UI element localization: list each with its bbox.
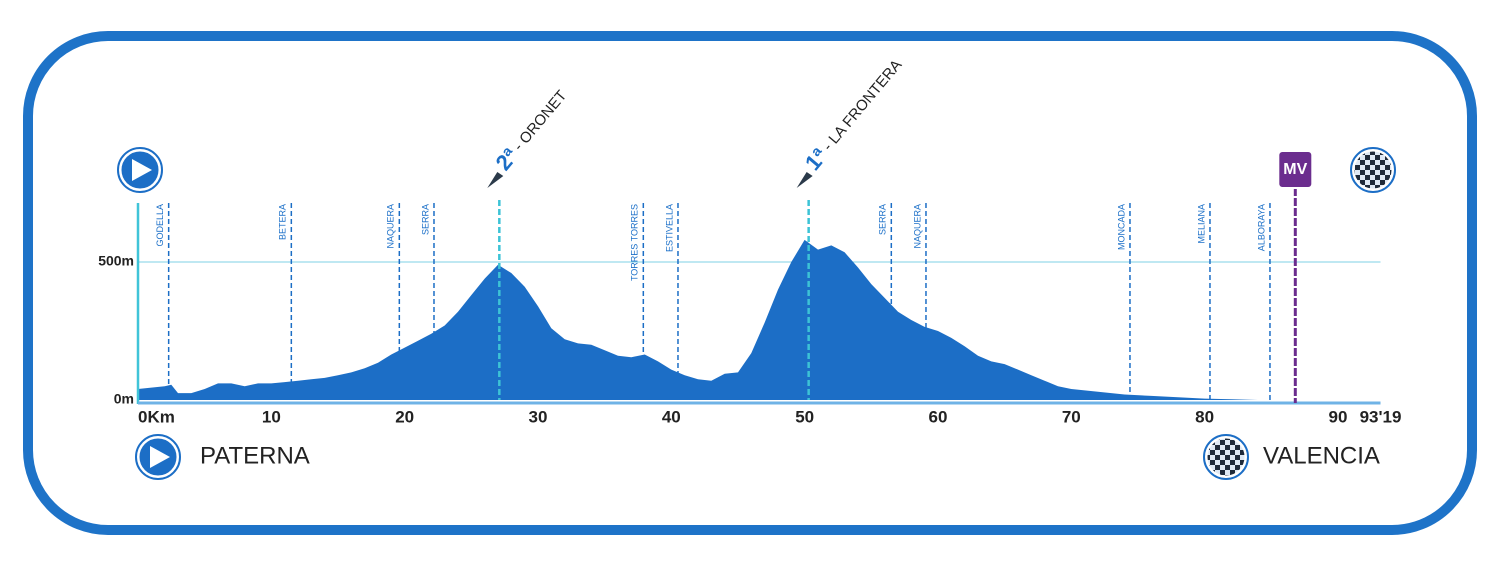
x-tick-label: 93'19: [1360, 407, 1402, 426]
town-label: SERRA: [878, 204, 888, 235]
finish-icon: [1203, 434, 1249, 480]
climb-icon: [487, 172, 504, 188]
sprint-badge: [1277, 150, 1314, 189]
climb-icon: [796, 172, 813, 188]
x-tick-label: 80: [1195, 407, 1214, 426]
start-icon: [135, 434, 181, 480]
finish-name: VALENCIA: [1263, 442, 1380, 469]
town-label: MELIANA: [1196, 204, 1206, 244]
x-tick-label: 40: [662, 407, 681, 426]
x-tick-label: 50: [795, 407, 814, 426]
town-label: SERRA: [420, 204, 430, 235]
town-label: ESTIVELLA: [664, 204, 674, 252]
town-label: NAQUERA: [912, 204, 922, 249]
x-tick-label: 90: [1329, 407, 1348, 426]
town-label: TORRES TORRES: [630, 204, 640, 281]
town-label: NAQUERA: [386, 204, 396, 249]
town-label: MONCADA: [1116, 204, 1126, 250]
sprint-label: MV: [1283, 161, 1307, 178]
finish-icon: [1350, 147, 1396, 193]
x-tick-label: 60: [929, 407, 948, 426]
town-label: GODELLA: [155, 204, 165, 247]
start-icon: [117, 147, 163, 193]
town-label: BETERA: [278, 204, 288, 240]
y-tick-label: 0m: [114, 391, 134, 407]
x-tick-label: 20: [395, 407, 414, 426]
start-name: PATERNA: [200, 442, 310, 469]
y-tick-label: 500m: [98, 253, 134, 269]
town-label: ALBORAYA: [1256, 204, 1266, 251]
x-tick-label: 30: [529, 407, 548, 426]
frame: [23, 31, 1477, 535]
x-tick-label: 10: [262, 407, 281, 426]
x-tick-label: 70: [1062, 407, 1081, 426]
elevation-area: [138, 239, 1381, 400]
x-tick-label: 0Km: [138, 407, 175, 426]
